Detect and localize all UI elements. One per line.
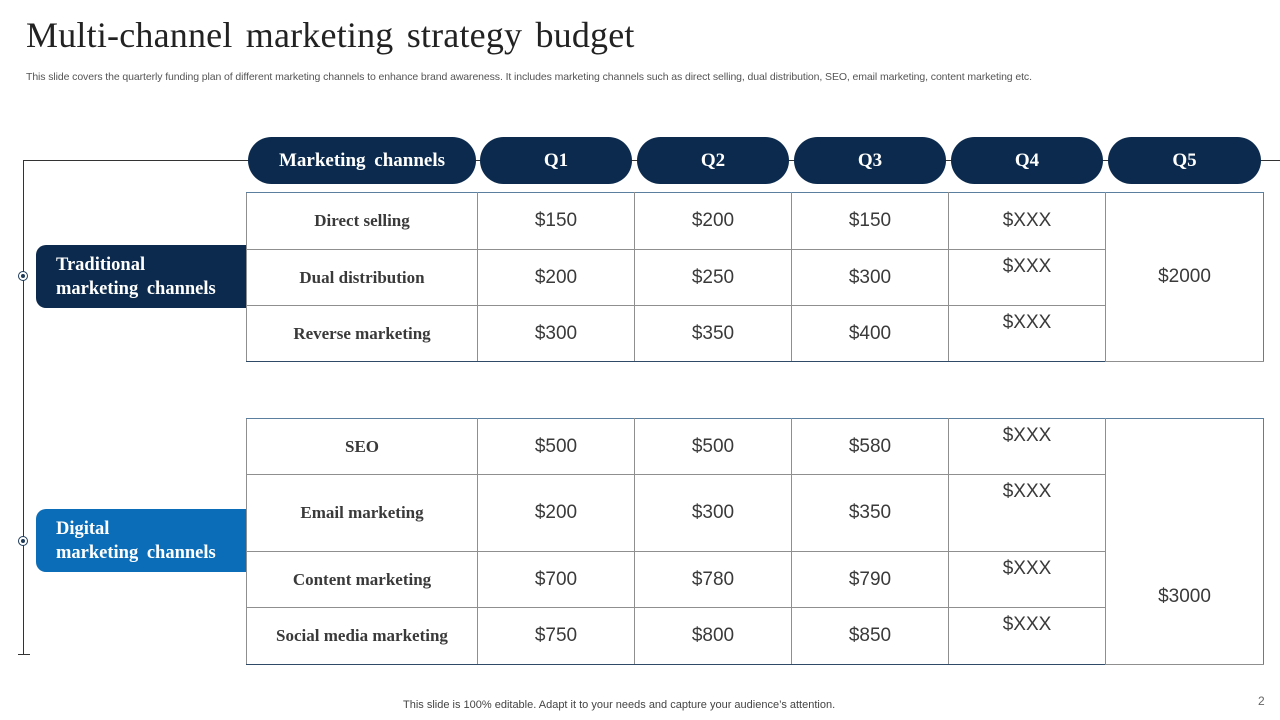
group-label-digital: Digital marketing channels (36, 509, 246, 572)
header-marketing-channels: Marketing channels (248, 137, 476, 184)
q4-value: $XXX (948, 418, 1106, 475)
q2-value: $500 (634, 418, 792, 475)
q3-value: $350 (791, 474, 949, 552)
group-label-traditional: Traditional marketing channels (36, 245, 246, 308)
timeline-end-tick (18, 654, 30, 655)
traditional-budget-table: Direct selling $150 $200 $150 $XXX $2000… (246, 192, 1264, 362)
q3-value: $850 (791, 607, 949, 665)
group-label-line1: Traditional (56, 255, 146, 275)
q4-value: $XXX (948, 305, 1106, 362)
page-number: 2 (1258, 694, 1265, 708)
q2-value: $800 (634, 607, 792, 665)
timeline-node-traditional-icon (18, 271, 28, 281)
q4-value: $XXX (948, 249, 1106, 306)
channel-name: Email marketing (246, 474, 478, 552)
slide-subtitle: This slide covers the quarterly funding … (26, 71, 1032, 83)
q4-value: $XXX (948, 474, 1106, 552)
channel-name: Content marketing (246, 551, 478, 608)
channel-name: Reverse marketing (246, 305, 478, 362)
table-row: Email marketing $200 $300 $350 $XXX (246, 474, 1264, 552)
q1-value: $700 (477, 551, 635, 608)
table-row: Social media marketing $750 $800 $850 $X… (246, 607, 1264, 665)
timeline-node-digital-icon (18, 536, 28, 546)
header-q4: Q4 (951, 137, 1103, 184)
table-row: SEO $500 $500 $580 $XXX $3000 (246, 418, 1264, 665)
group-label-line2: marketing channels (56, 279, 216, 299)
q1-value: $200 (477, 474, 635, 552)
header-q5: Q5 (1108, 137, 1261, 184)
q2-value: $300 (634, 474, 792, 552)
q3-value: $400 (791, 305, 949, 362)
channel-name: Dual distribution (246, 249, 478, 306)
q2-value: $780 (634, 551, 792, 608)
q3-value: $300 (791, 249, 949, 306)
q3-value: $580 (791, 418, 949, 475)
digital-budget-table: SEO $500 $500 $580 $XXX $3000 Email mark… (246, 418, 1264, 665)
channel-name: Direct selling (246, 192, 478, 250)
q2-value: $250 (634, 249, 792, 306)
q2-value: $350 (634, 305, 792, 362)
group-label-line1: Digital (56, 519, 110, 539)
table-row: Dual distribution $200 $250 $300 $XXX (246, 249, 1264, 306)
timeline-vertical-line (23, 160, 24, 654)
q5-total: $2000 (1105, 192, 1264, 362)
table-row: Direct selling $150 $200 $150 $XXX $2000 (246, 192, 1264, 362)
channel-name: Social media marketing (246, 607, 478, 665)
footer-note: This slide is 100% editable. Adapt it to… (403, 699, 836, 711)
q2-value: $200 (634, 192, 792, 250)
q3-value: $150 (791, 192, 949, 250)
q1-value: $750 (477, 607, 635, 665)
header-q1: Q1 (480, 137, 632, 184)
q1-value: $150 (477, 192, 635, 250)
channel-name: SEO (246, 418, 478, 475)
header-q3: Q3 (794, 137, 946, 184)
q1-value: $300 (477, 305, 635, 362)
q1-value: $500 (477, 418, 635, 475)
q4-value: $XXX (948, 192, 1106, 250)
table-row: Reverse marketing $300 $350 $400 $XXX (246, 305, 1264, 362)
q3-value: $790 (791, 551, 949, 608)
q4-value: $XXX (948, 551, 1106, 608)
q4-value: $XXX (948, 607, 1106, 665)
group-label-line2: marketing channels (56, 543, 216, 563)
q5-total: $3000 (1105, 418, 1264, 665)
slide-title: Multi-channel marketing strategy budget (26, 15, 635, 55)
q1-value: $200 (477, 249, 635, 306)
header-q2: Q2 (637, 137, 789, 184)
